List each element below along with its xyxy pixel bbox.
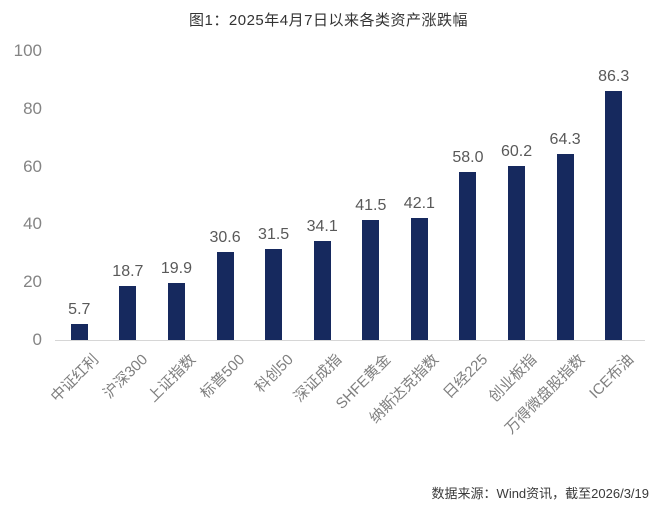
bar-value-label: 58.0 <box>452 149 484 167</box>
bar <box>70 323 88 340</box>
bar-value-label: 19.9 <box>160 259 193 277</box>
bar-value-label: 64.3 <box>549 131 581 149</box>
bar <box>216 251 234 340</box>
bar-value-label: 60.2 <box>500 143 533 161</box>
source-note: 数据来源：Wind资讯，截至2026/3/19 <box>431 486 649 501</box>
y-axis-tick-label: 40 <box>23 214 42 234</box>
x-axis-category-label: 标普500 <box>197 351 249 403</box>
x-axis-labels: 中证红利 沪深300 上证指数 标普500 科创50 深证成指 SHFE黄金 纳斯达克指数 日经… <box>48 341 638 505</box>
bar <box>119 285 137 340</box>
x-axis-category-label: ICE布油 <box>585 351 637 403</box>
y-axis-tick-label: 80 <box>23 98 42 118</box>
bar <box>508 166 526 340</box>
bar <box>556 154 574 340</box>
y-axis-tick-label: 100 <box>13 41 42 60</box>
bar <box>605 90 623 340</box>
bar <box>410 218 428 340</box>
x-axis-category-label: 日经225 <box>440 351 492 403</box>
bar <box>313 241 331 340</box>
x-axis-line <box>55 340 645 341</box>
x-axis-category-label: 中证红利 <box>47 351 103 406</box>
bars-container: 5.7 18.7 19.9 30.6 31.5 34.1 41.5 42.1 58.0 60.2 6… <box>55 51 638 340</box>
bar-value-label: 42.1 <box>403 195 435 213</box>
bar-value-label: 41.5 <box>355 197 387 215</box>
x-axis-category-label: 上证指数 <box>145 351 200 406</box>
bar <box>362 220 380 340</box>
bar <box>459 172 477 340</box>
chart-title: 图1：2025年4月7日以来各类资产涨跌幅 <box>189 12 468 29</box>
bar <box>265 248 283 340</box>
y-axis-tick-label: 60 <box>23 156 42 176</box>
bar-value-label: 18.7 <box>112 262 144 280</box>
bar-value-label: 5.7 <box>68 300 91 318</box>
y-axis-tick-label: 0 <box>32 330 42 349</box>
y-axis-tick-label: 20 <box>23 272 42 292</box>
bar-value-label: 86.3 <box>598 67 630 85</box>
x-axis-category-label: 沪深300 <box>100 351 152 403</box>
bar <box>167 282 185 340</box>
bar-value-label: 34.1 <box>306 218 338 236</box>
bar-value-label: 31.5 <box>258 225 290 243</box>
bar-value-label: 30.6 <box>209 228 241 246</box>
